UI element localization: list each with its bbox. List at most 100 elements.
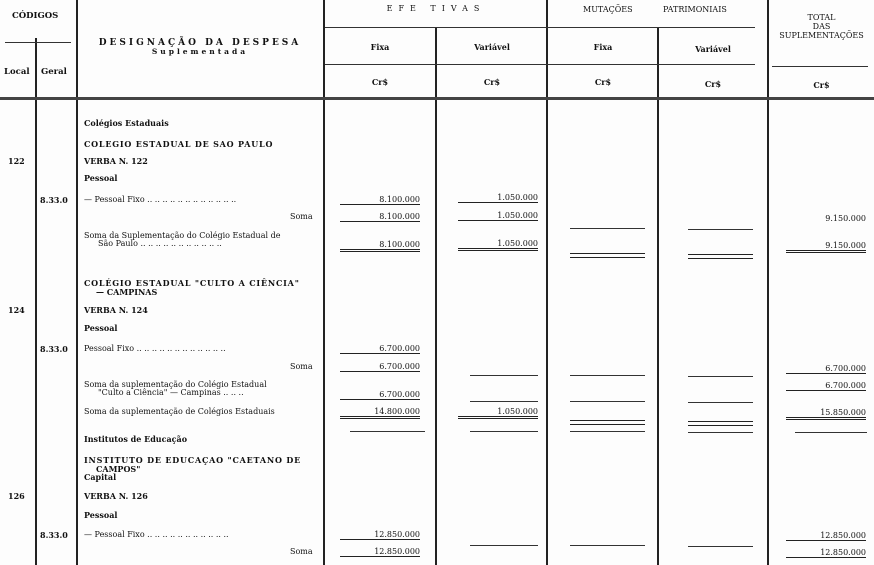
value-fixa: 6.700.000: [340, 362, 420, 372]
sum-rule: [350, 431, 425, 432]
currency-label: Cr$: [704, 79, 722, 89]
value-fixa: 6.700.000: [340, 344, 420, 354]
subtotal-label: "Culto a Ciência" — Campinas .. .. ..: [98, 388, 244, 397]
designacao-header: DESIGNAÇÃO DA DESPESA: [98, 38, 302, 48]
category-label: Pessoal: [84, 323, 118, 333]
soma-label: Soma: [290, 362, 313, 371]
sum-rule: [688, 402, 753, 403]
sum-rule: [470, 431, 538, 432]
col-divider: [76, 0, 78, 565]
header-rule: [325, 27, 755, 28]
subtotal-label: Soma da Suplementação do Colégio Estadua…: [84, 231, 281, 240]
value-total: 9.150.000: [786, 241, 866, 253]
sum-rule: [470, 545, 538, 546]
sum-rule: [470, 401, 538, 402]
col-divider: [657, 28, 659, 565]
total-header: TOTAL: [807, 13, 836, 22]
value-fixa: 14.800.000: [340, 407, 420, 419]
value-fixa: 8.100.000: [340, 240, 420, 252]
sum-rule: [570, 228, 645, 229]
sum-rule: [688, 229, 753, 230]
mutacoes-header: MUTAÇÕES: [583, 5, 633, 14]
soma-label: Soma: [290, 212, 313, 221]
local-code: 122: [8, 156, 25, 166]
suplementacoes-header: SUPLEMENTAÇÕES: [779, 31, 864, 40]
sum-rule: [570, 253, 645, 258]
grand-subtotal-label: Soma da suplementação de Colégios Estadu…: [84, 407, 275, 416]
patrimoniais-header: PATRIMONIAIS: [663, 5, 727, 14]
value-fixa: 8.100.000: [340, 212, 420, 222]
sum-rule: [570, 420, 645, 425]
geral-code: 8.33.0: [40, 530, 68, 540]
value-fixa: 12.850.000: [340, 547, 420, 557]
sum-rule: [688, 421, 753, 426]
currency-label: Cr$: [594, 77, 612, 87]
line-item: Pessoal Fixo .. .. .. .. .. .. .. .. .. …: [84, 344, 226, 353]
verba-label: VERBA N. 124: [84, 305, 148, 315]
sum-rule: [470, 375, 538, 376]
subtotal-label: Soma da suplementação do Colégio Estadua…: [84, 380, 267, 389]
mutacoes-variavel-header: Variável: [695, 44, 731, 54]
efetivas-header: EFE TIVAS: [386, 4, 486, 13]
line-item: — Pessoal Fixo .. .. .. .. .. .. .. .. .…: [84, 530, 229, 539]
col-divider: [435, 28, 437, 565]
value-fixa: 12.850.000: [340, 530, 420, 540]
section-title: Institutos de Educação: [84, 434, 188, 444]
institution-title: INSTITUTO DE EDUCAÇAO "CAETANO DE: [84, 455, 301, 465]
codigos-header: CÓDIGOS: [12, 11, 59, 21]
institution-title: — CAMPINAS: [96, 287, 158, 297]
geral-code: 8.33.0: [40, 344, 68, 354]
geral-code: 8.33.0: [40, 195, 68, 205]
geral-header: Geral: [41, 67, 67, 77]
sum-rule: [570, 431, 645, 432]
line-item: — Pessoal Fixo .. .. .. .. .. .. .. .. .…: [84, 195, 237, 204]
currency-label: Cr$: [813, 80, 830, 90]
col-divider: [35, 38, 37, 565]
value-total: 12.850.000: [786, 548, 866, 558]
sum-rule: [795, 432, 867, 433]
header-rule: [772, 66, 868, 67]
header-rule: [5, 42, 71, 43]
value-variavel: 1.050.000: [458, 211, 538, 221]
category-label: Pessoal: [84, 173, 118, 183]
value-fixa: 8.100.000: [340, 195, 420, 205]
subtotal-label: São Paulo .. .. .. .. .. .. .. .. .. .. …: [98, 239, 222, 248]
sum-rule: [688, 254, 753, 259]
value-fixa: 6.700.000: [340, 390, 420, 400]
local-header: Local: [4, 67, 30, 77]
local-code: 124: [8, 305, 25, 315]
header-bottom-rule: [0, 97, 874, 100]
value-total: 12.850.000: [786, 531, 866, 541]
institution-title: COLEGIO ESTADUAL DE SAO PAULO: [84, 139, 274, 149]
value-total: 6.700.000: [786, 381, 866, 391]
sum-rule: [570, 545, 645, 546]
mutacoes-fixa-header: Fixa: [593, 42, 613, 52]
institution-title: CAMPOS": [96, 464, 141, 474]
currency-label: Cr$: [371, 77, 389, 87]
value-variavel: 1.050.000: [458, 193, 538, 203]
value-variavel: 1.050.000: [458, 239, 538, 251]
sum-rule: [570, 375, 645, 376]
col-divider: [323, 0, 325, 565]
section-title: Colégios Estaduais: [84, 118, 169, 128]
header-rule: [325, 64, 755, 65]
institution-location: Capital: [84, 472, 117, 482]
value-variavel: 1.050.000: [458, 407, 538, 419]
value-total: 15.850.000: [786, 408, 866, 420]
efetivas-variavel-header: Variável: [474, 42, 510, 52]
verba-label: VERBA N. 126: [84, 491, 148, 501]
suplementada-header: Suplementada: [151, 47, 249, 56]
col-divider: [546, 0, 548, 565]
category-label: Pessoal: [84, 510, 118, 520]
verba-label: VERBA N. 122: [84, 156, 148, 166]
local-code: 126: [8, 491, 25, 501]
sum-rule: [688, 376, 753, 377]
sum-rule: [688, 546, 753, 547]
sum-rule: [570, 401, 645, 402]
value-total: 6.700.000: [786, 364, 866, 374]
currency-label: Cr$: [483, 77, 501, 87]
das-header: DAS: [812, 22, 831, 31]
soma-label: Soma: [290, 547, 313, 556]
value-total: 9.150.000: [825, 214, 866, 223]
